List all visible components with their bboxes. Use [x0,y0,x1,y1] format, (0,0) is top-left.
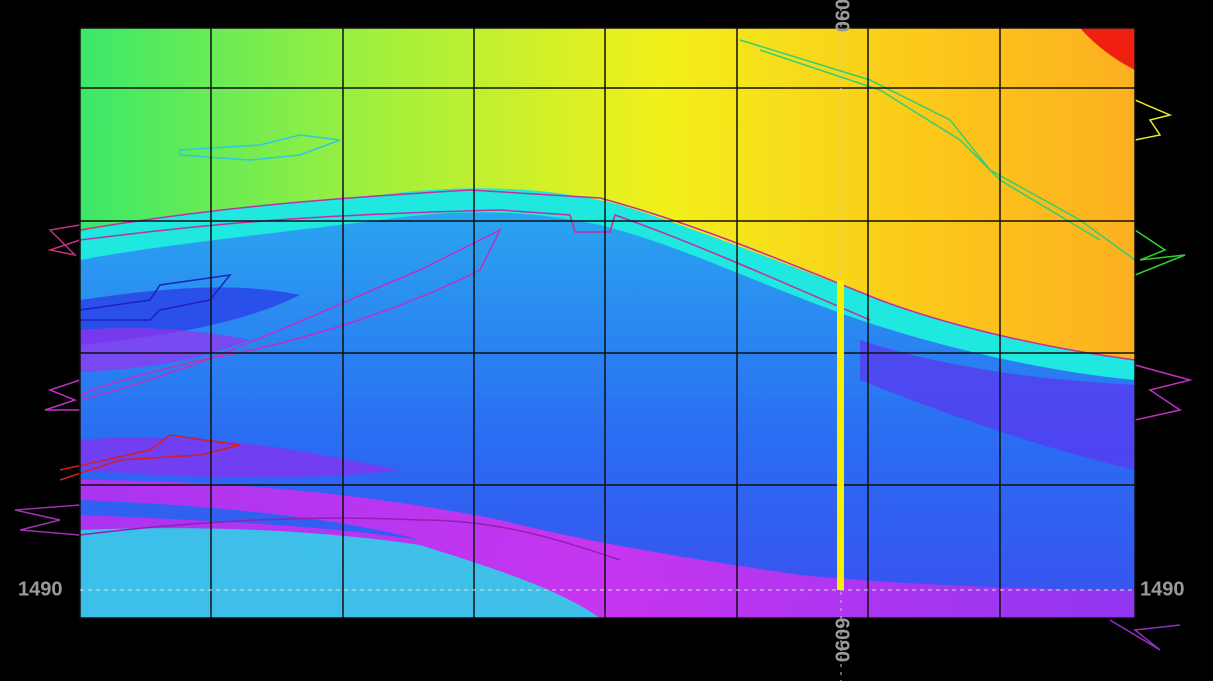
red-corner [1080,28,1135,70]
contour [759,49,1101,241]
contour [739,39,1136,261]
well-trace [44,379,81,411]
position-label-top: 6090 [831,0,853,32]
well-trace [1134,364,1193,421]
purple-band-right [860,340,1135,470]
well-path[interactable] [837,280,844,590]
position-label-bottom: 6090 [831,618,853,663]
cyan-bottom [80,528,600,618]
frame [79,27,1136,619]
purple-band-left [80,437,400,478]
purple-lens [80,328,250,372]
contour [79,209,871,321]
contour [79,189,1136,361]
contour [179,134,341,161]
contours [14,39,1193,651]
contour [79,228,502,401]
well-trace [1109,619,1181,651]
well-trace [14,504,81,536]
cyan-band [80,188,1135,380]
grid [79,27,1136,619]
contour [59,434,241,481]
contour [79,273,232,321]
depth-label-right: 1490 [1140,578,1185,600]
contour [79,517,621,561]
well-trace [1134,99,1173,141]
well-trace [1134,229,1186,276]
depth-label-left: 1490 [18,578,63,600]
well-trace [47,224,81,257]
